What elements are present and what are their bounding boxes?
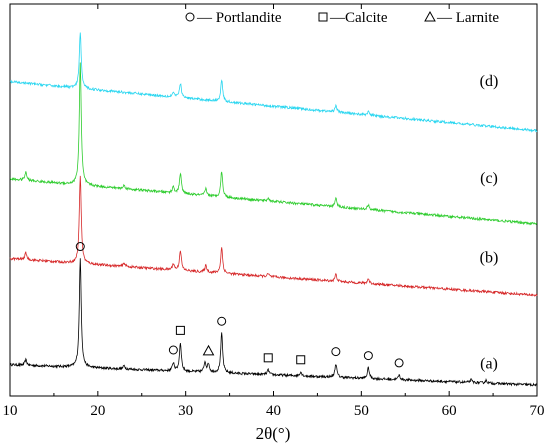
series-label-3: (d) — [480, 73, 499, 90]
series-line-2 — [9, 62, 538, 226]
legend-symbol-circle — [185, 12, 195, 22]
x-tick-label-0: 10 — [3, 403, 18, 419]
phase-marker-square-2 — [175, 325, 185, 335]
x-tick-label-3: 40 — [266, 403, 281, 419]
phase-marker-layer — [75, 242, 404, 368]
x-tick-label-2: 30 — [178, 403, 193, 419]
x-tick-label-1: 20 — [90, 403, 105, 419]
series-label-layer: (a) (b) (c) (d) — [480, 73, 499, 373]
plot-frame — [9, 3, 538, 397]
x-tick-label-5: 60 — [442, 403, 457, 419]
x-axis-label: 2θ(°) — [256, 424, 291, 443]
legend: — Portlandite —Calcite — Larnite — [185, 10, 499, 26]
series-label-0: (a) — [480, 356, 498, 373]
series-label-1: (b) — [480, 250, 499, 267]
series-line-3 — [9, 32, 538, 133]
legend-label-2: — Larnite — [436, 10, 499, 26]
phase-marker-circle-7 — [331, 347, 341, 357]
series-line-0 — [9, 258, 538, 387]
x-tick-label-6: 70 — [530, 403, 545, 419]
phase-marker-circle-1 — [168, 345, 178, 355]
phase-marker-triangle-3 — [202, 344, 215, 356]
phase-marker-circle-4 — [217, 316, 227, 326]
legend-label-0: — Portlandite — [196, 10, 282, 26]
series-layer — [9, 32, 538, 387]
legend-symbol-triangle — [424, 10, 436, 22]
series-line-1 — [9, 175, 538, 297]
x-tick-label-4: 50 — [354, 403, 369, 419]
series-label-2: (c) — [480, 170, 498, 187]
legend-label-1: —Calcite — [329, 10, 388, 26]
phase-marker-circle-0 — [75, 242, 85, 252]
phase-marker-square-6 — [296, 355, 306, 365]
phase-marker-square-5 — [263, 353, 273, 363]
phase-marker-circle-9 — [394, 358, 404, 368]
phase-marker-circle-8 — [363, 351, 373, 361]
legend-symbol-square — [318, 12, 328, 22]
x-axis: 10 20 30 40 50 60 70 — [3, 4, 545, 419]
